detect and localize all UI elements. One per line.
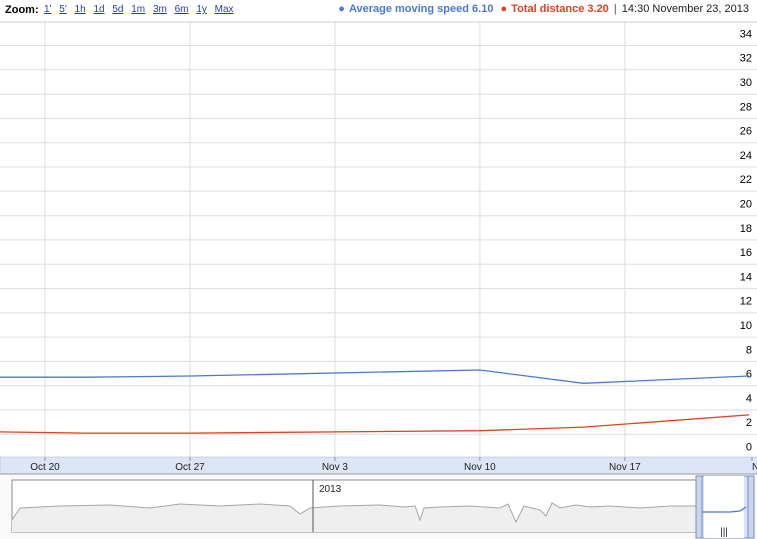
- zoom-option-5min[interactable]: 5': [59, 4, 67, 15]
- zoom-option-1m[interactable]: 1m: [131, 4, 146, 15]
- chart-legend: ● Average moving speed 6.10 ● Total distan…: [338, 3, 749, 15]
- y-tick-label: 6: [746, 369, 752, 381]
- y-tick-label: 0: [746, 442, 752, 454]
- x-axis-band: [0, 456, 757, 475]
- zoom-option-6m[interactable]: 6m: [174, 4, 189, 15]
- y-tick-label: 18: [740, 223, 752, 235]
- y-tick-label: 4: [746, 393, 752, 405]
- x-tick-label: Nov 17: [609, 462, 641, 473]
- legend-dot-icon-speed: ●: [338, 3, 345, 15]
- overview-left-handle[interactable]: [695, 475, 703, 539]
- overview-right-handle[interactable]: [747, 475, 755, 539]
- series-line-distance: [0, 414, 750, 434]
- zoom-option-3m[interactable]: 3m: [152, 4, 167, 15]
- overview-area: [12, 503, 696, 532]
- x-tick-label: Nov 3: [322, 462, 349, 473]
- legend-value-distance: 3.20: [587, 3, 609, 15]
- zoom-option-max[interactable]: Max: [214, 4, 234, 15]
- series-line-speed: [0, 369, 750, 384]
- zoom-option-1d[interactable]: 1d: [93, 4, 105, 15]
- y-tick-label: 14: [740, 271, 752, 283]
- grid-lines: [0, 21, 757, 460]
- y-tick-label: 26: [740, 126, 752, 138]
- overview-selection-line: [698, 506, 747, 513]
- zoom-label: Zoom:: [5, 4, 39, 16]
- overview-navigator[interactable]: 2013 |||: [0, 473, 757, 539]
- overview-scroll-grip-icon[interactable]: |||: [720, 527, 728, 538]
- y-tick-label: 28: [740, 101, 752, 113]
- y-tick-label: 10: [740, 320, 752, 332]
- legend-timestamp: 14:30 November 23, 2013: [621, 3, 749, 15]
- y-tick-label: 24: [740, 150, 752, 162]
- zoom-option-1y[interactable]: 1y: [196, 4, 207, 15]
- legend-label-distance: Total distance: [511, 3, 585, 15]
- chart-toolbar: Zoom: 1' 5' 1h 1d 5d 1m 3m 6m 1y Max ● Av…: [0, 0, 757, 22]
- x-axis-ticks: Oct 20 Oct 27 Nov 3 Nov 10 Nov 17 N: [30, 457, 757, 473]
- legend-value-speed: 6.10: [472, 3, 494, 15]
- y-tick-label: 32: [740, 53, 752, 65]
- y-tick-label: 20: [740, 199, 752, 211]
- zoom-links: 1' 5' 1h 1d 5d 1m 3m 6m 1y Max: [44, 4, 239, 15]
- y-tick-label: 30: [740, 77, 752, 89]
- y-tick-label: 16: [740, 247, 752, 259]
- zoom-option-1min[interactable]: 1': [44, 4, 52, 15]
- series-lines: [0, 369, 750, 434]
- y-tick-label: 34: [740, 28, 752, 40]
- x-tick-label: Nov 10: [464, 462, 496, 473]
- legend-dot-icon-distance: ●: [500, 3, 508, 15]
- overview-selection-inner: [704, 476, 744, 538]
- zoom-option-1h[interactable]: 1h: [74, 4, 86, 15]
- legend-label-speed: Average moving speed: [348, 3, 469, 15]
- x-tick-label: Oct 20: [30, 462, 60, 473]
- y-tick-label: 22: [740, 174, 752, 186]
- y-tick-label: 2: [746, 417, 752, 429]
- x-tick-label: Oct 27: [175, 462, 205, 473]
- overview-line: [11, 502, 696, 524]
- legend-separator: |: [613, 3, 617, 15]
- x-tick-label: N: [752, 462, 757, 473]
- zoom-option-5d[interactable]: 5d: [112, 4, 124, 15]
- overview-year-label: 2013: [319, 484, 342, 495]
- y-tick-label: 12: [740, 296, 752, 308]
- y-tick-label: 8: [746, 344, 752, 356]
